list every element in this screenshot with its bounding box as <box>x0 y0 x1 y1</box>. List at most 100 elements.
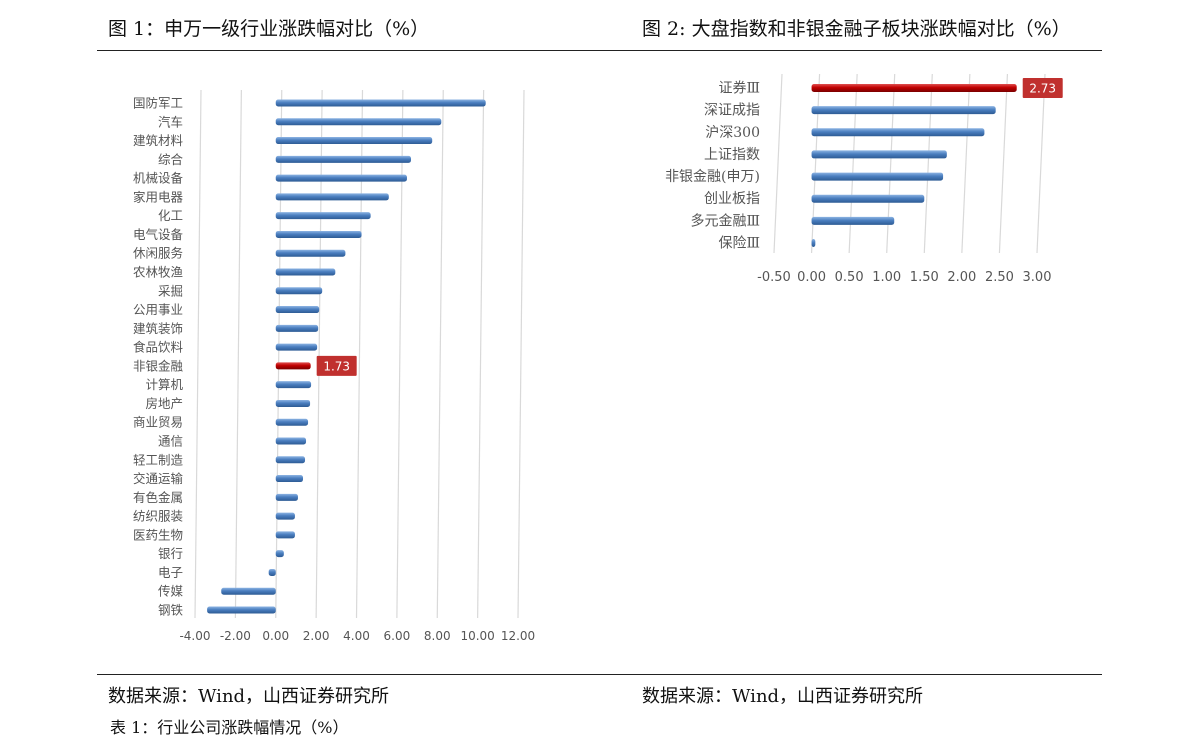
chart1-category-label: 化工 <box>158 208 183 223</box>
chart1-bar <box>275 531 295 539</box>
chart1-category-label: 建筑材料 <box>133 133 184 148</box>
chart2-x-tick-label: 3.00 <box>1023 270 1052 285</box>
chart1-gridline <box>436 89 444 619</box>
chart2-x-tick-label: 0.50 <box>835 270 864 285</box>
chart2-gridline <box>998 73 1009 254</box>
chart2-gridline <box>961 73 971 254</box>
chart1-gridline <box>234 89 242 619</box>
chart2-x-tick-label: 2.50 <box>985 270 1014 285</box>
chart2-bar <box>811 194 925 203</box>
chart1-category-label: 有色金属 <box>133 490 183 505</box>
chart1-category-label: 通信 <box>158 434 183 449</box>
chart1-category-label: 家用电器 <box>133 189 184 204</box>
chart2-bar <box>811 128 985 137</box>
chart2-category-label: 保险Ⅲ <box>718 236 760 252</box>
chart1-category-label: 综合 <box>158 152 184 167</box>
chart2-gridline <box>810 73 821 254</box>
chart1-bar <box>221 587 276 595</box>
chart2-category-label: 证券Ⅲ <box>718 81 760 97</box>
chart1-x-tick-label: 8.00 <box>424 629 451 643</box>
chart1-category-label: 食品饮料 <box>133 340 184 355</box>
chart2-source: 数据来源：Wind，山西证券研究所 <box>642 686 924 707</box>
chart1-bar <box>275 381 312 389</box>
chart1-category-label: 房地产 <box>145 396 183 411</box>
chart1-bar <box>275 287 323 295</box>
chart1-bar <box>268 568 276 576</box>
chart1-category-label: 轻工制造 <box>133 452 184 467</box>
bottom-divider <box>97 674 1102 675</box>
chart2-x-tick-label: 0.00 <box>797 270 826 285</box>
chart2-category-label: 深证成指 <box>704 103 760 119</box>
chart1-x-tick-label: 6.00 <box>384 629 411 643</box>
chart1-source: 数据来源：Wind，山西证券研究所 <box>108 686 390 707</box>
chart1-x-tick-label: -2.00 <box>220 629 251 643</box>
chart1-bar <box>275 193 389 201</box>
chart1-bar <box>275 493 298 501</box>
chart2-bar <box>811 84 1017 92</box>
chart1-gridline <box>477 89 485 619</box>
chart1-category-label: 交通运输 <box>133 471 184 486</box>
chart1-bar <box>275 118 442 126</box>
chart2-data-label: 2.73 <box>1029 82 1056 96</box>
chart2-gridline <box>848 73 858 254</box>
chart1-bar <box>207 606 276 614</box>
chart1-category-label: 汽车 <box>158 114 183 129</box>
chart1-data-label-box <box>316 355 357 376</box>
chart2-category-label: 多元金融Ⅲ <box>690 212 760 229</box>
chart1-bar <box>275 174 407 182</box>
chart2-bar <box>811 106 996 115</box>
chart1-bar <box>275 155 412 163</box>
chart1-bar <box>275 212 371 220</box>
chart1-bar <box>275 437 307 445</box>
chart1-category-label: 国防军工 <box>133 96 183 111</box>
chart1-data-label: 1.73 <box>323 359 350 373</box>
top-divider <box>97 50 1102 51</box>
chart1-category-label: 商业贸易 <box>133 415 183 430</box>
chart1-category-label: 电子 <box>158 565 183 580</box>
chart1-bar <box>275 268 336 276</box>
chart2-bar <box>811 239 816 247</box>
chart1-category-label: 银行 <box>158 546 183 561</box>
chart1-bar <box>275 99 486 107</box>
chart1-category-label: 传媒 <box>158 584 184 599</box>
chart1-bar <box>275 550 284 558</box>
chart1-x-tick-label: 12.00 <box>501 629 535 643</box>
chart1-bar <box>275 306 320 314</box>
chart2-category-label: 沪深300 <box>705 125 760 141</box>
chart1-bar <box>275 362 311 370</box>
chart1-category-label: 纺织服装 <box>133 509 183 524</box>
chart1-category-label: 计算机 <box>145 377 183 392</box>
chart1-bar <box>275 343 318 351</box>
chart2-category-label: 上证指数 <box>704 147 760 163</box>
chart1-category-label: 建筑装饰 <box>133 321 183 336</box>
chart2-bar <box>811 150 947 159</box>
chart1-bar <box>275 137 433 145</box>
chart1-bar <box>275 418 309 426</box>
chart1-bar <box>275 475 304 483</box>
chart2-gridline <box>773 73 783 254</box>
chart1-x-tick-label: 4.00 <box>343 629 370 643</box>
chart1-gridline <box>194 89 202 619</box>
chart1-category-label: 钢铁 <box>158 603 184 618</box>
chart2-bar <box>811 216 895 225</box>
chart1-category-label: 公用事业 <box>133 302 183 317</box>
chart1-bar <box>275 249 346 257</box>
chart1-bar <box>275 230 362 238</box>
chart2-category-label: 创业板指 <box>704 191 760 207</box>
chart1-x-tick-label: 0.00 <box>262 629 289 643</box>
chart1-category-label: 医药生物 <box>133 527 183 542</box>
chart1-x-tick-label: -4.00 <box>179 629 210 643</box>
chart1-title: 图 1：申万一级行业涨跌幅对比（%） <box>108 18 430 40</box>
chart2-gridline <box>886 73 896 254</box>
chart2-index-bar-chart: -0.50 0.00 0.50 1.00 1.50 2.00 2.50 3.00 证券Ⅲ 2.73… <box>665 73 1063 285</box>
chart1-gridline <box>517 89 525 619</box>
chart2-gridline <box>923 73 933 254</box>
chart1-category-label: 休闲服务 <box>133 246 183 261</box>
chart1-category-label: 农林牧渔 <box>133 265 183 280</box>
chart1-industry-bar-chart: -4.00 -2.00 0.00 2.00 4.00 6.00 8.00 10.00 12.00… <box>133 89 535 643</box>
chart2-x-tick-label: 2.00 <box>947 270 976 285</box>
chart1-category-label: 采掘 <box>158 283 183 298</box>
chart1-bar <box>275 399 311 407</box>
chart1-bar <box>275 324 319 332</box>
chart2-bar <box>811 172 944 181</box>
